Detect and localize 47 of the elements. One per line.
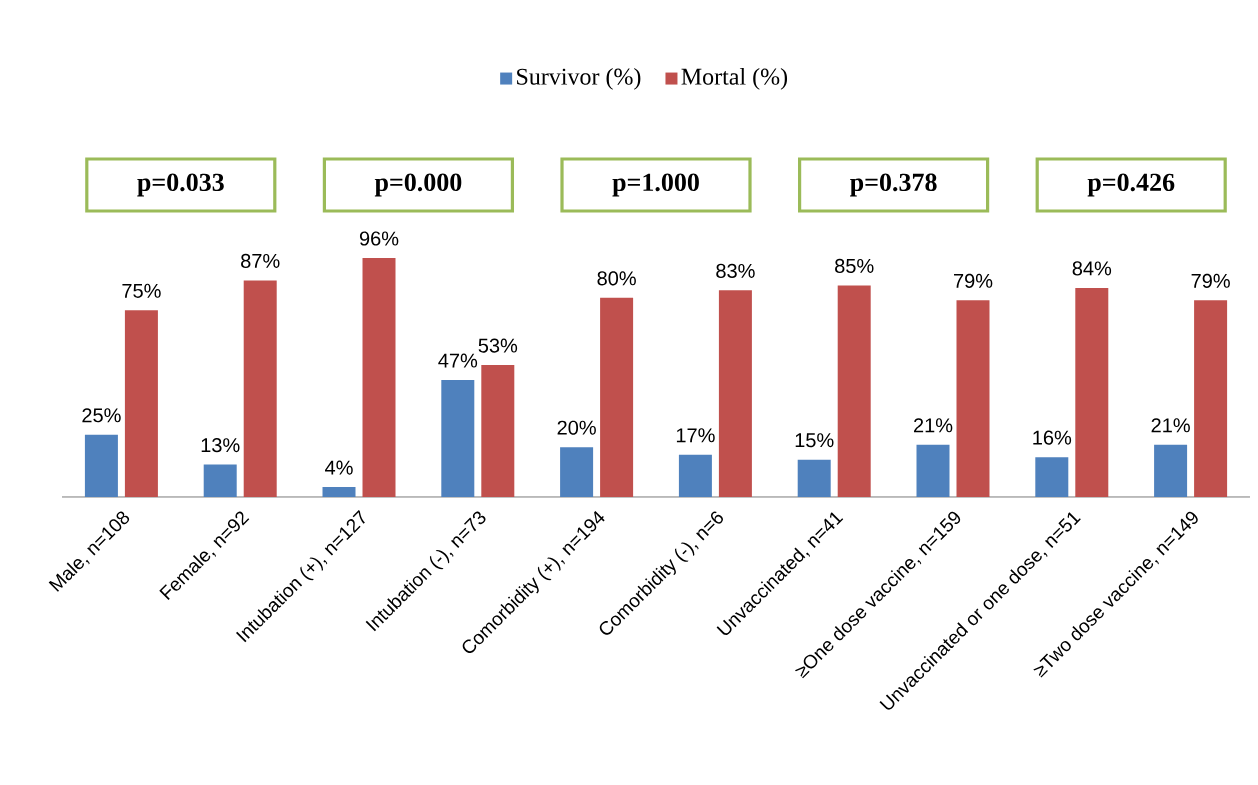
bar [441, 379, 475, 497]
bar [481, 365, 515, 497]
bar [84, 434, 118, 497]
bar [718, 290, 752, 497]
data-label: 21% [1151, 418, 1190, 433]
data-label: 25% [82, 408, 121, 423]
data-label: 85% [835, 258, 874, 273]
bar [243, 280, 277, 497]
data-label: 84% [1072, 261, 1112, 276]
bar [1194, 300, 1228, 497]
bar [203, 464, 237, 497]
data-label: 79% [1191, 273, 1230, 288]
data-label: 87% [241, 253, 280, 269]
data-label: 13% [201, 438, 240, 453]
data-label: 75% [122, 283, 161, 298]
bar [362, 258, 396, 497]
data-label: 96% [359, 231, 399, 246]
text: p=0.033 [137, 173, 224, 197]
bar [797, 459, 831, 497]
text: p=0.000 [374, 173, 462, 197]
data-label: 80% [597, 271, 636, 286]
bar [560, 447, 594, 497]
data-label: 15% [795, 433, 834, 448]
bar [916, 444, 950, 497]
data-label: 83% [716, 263, 755, 278]
bar [124, 310, 158, 497]
bar [322, 487, 356, 497]
data-label: 4% [325, 460, 353, 475]
bar [1154, 444, 1188, 497]
bar [678, 454, 712, 497]
text: p=0.426 [1087, 173, 1175, 197]
data-label: 17% [676, 428, 715, 443]
data-label: 16% [1033, 430, 1072, 445]
data-label: 53% [478, 338, 518, 353]
data-label: 79% [954, 273, 993, 288]
legend-label: Mortal (%) [681, 67, 788, 90]
data-label: 47% [438, 353, 478, 368]
text: p=0.378 [850, 173, 937, 197]
bar [837, 285, 871, 497]
bar [1035, 457, 1069, 497]
text: p=1.000 [612, 173, 699, 197]
legend-label: Survivor (%) [517, 67, 641, 90]
bar [1075, 287, 1109, 497]
bar [600, 297, 634, 497]
data-label: 20% [557, 420, 596, 435]
data-label: 21% [913, 418, 953, 433]
bar [956, 300, 990, 497]
